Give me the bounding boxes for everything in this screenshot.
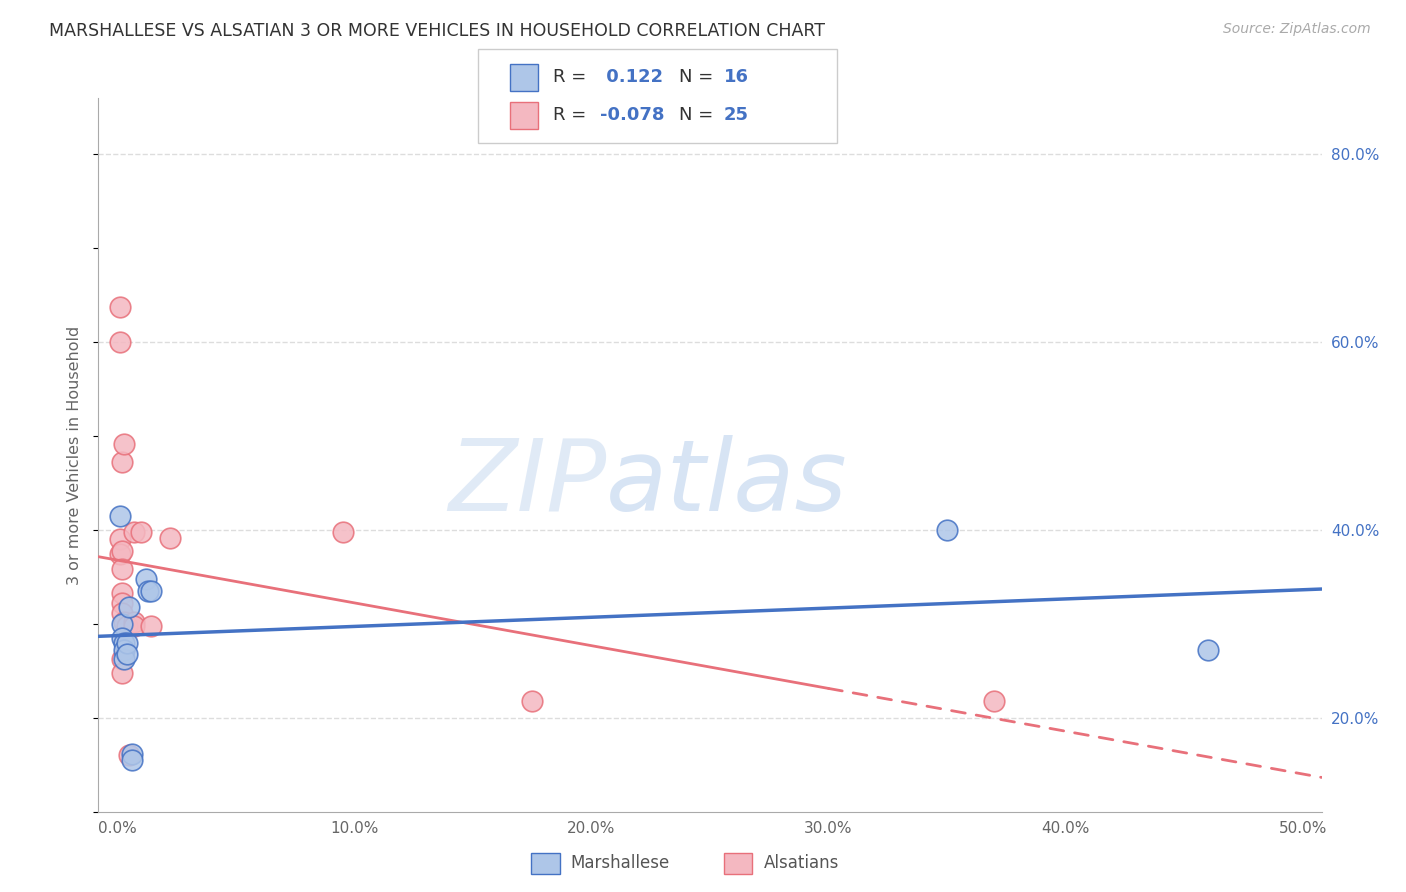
Point — [122, 615, 145, 629]
Point — [111, 543, 134, 558]
Point — [114, 636, 136, 650]
Point — [108, 300, 131, 314]
Text: Alsatians: Alsatians — [763, 855, 839, 872]
Point — [332, 524, 354, 539]
Point — [108, 547, 131, 561]
Point — [111, 665, 134, 680]
Point — [121, 753, 143, 767]
Point — [111, 631, 134, 645]
Text: Marshallese: Marshallese — [571, 855, 671, 872]
Point — [115, 619, 138, 633]
Text: ZIP: ZIP — [447, 435, 606, 532]
Text: MARSHALLESE VS ALSATIAN 3 OR MORE VEHICLES IN HOUSEHOLD CORRELATION CHART: MARSHALLESE VS ALSATIAN 3 OR MORE VEHICL… — [49, 22, 825, 40]
Point — [111, 586, 134, 600]
Point — [114, 651, 136, 665]
Point — [118, 600, 141, 615]
Point — [108, 508, 131, 523]
Point — [115, 647, 138, 661]
Point — [136, 584, 159, 599]
Y-axis label: 3 or more Vehicles in Household: 3 or more Vehicles in Household — [67, 326, 83, 584]
Point — [111, 562, 134, 576]
Point — [122, 619, 145, 633]
Point — [114, 615, 136, 629]
Text: Source: ZipAtlas.com: Source: ZipAtlas.com — [1223, 22, 1371, 37]
Point — [936, 523, 959, 537]
Text: 25: 25 — [724, 106, 749, 124]
Point — [118, 748, 141, 763]
Point — [111, 651, 134, 665]
Point — [108, 533, 131, 547]
Point — [1197, 643, 1219, 657]
Point — [114, 643, 136, 657]
Point — [122, 524, 145, 539]
Point — [111, 455, 134, 469]
Text: R =: R = — [553, 106, 592, 124]
Point — [139, 619, 162, 633]
Text: 16: 16 — [724, 69, 749, 87]
Point — [135, 572, 157, 586]
Point — [114, 436, 136, 450]
Point — [108, 335, 131, 350]
Point — [129, 524, 152, 539]
Point — [139, 584, 162, 599]
Point — [522, 694, 544, 708]
Text: -0.078: -0.078 — [600, 106, 665, 124]
Point — [983, 694, 1005, 708]
Point — [111, 596, 134, 610]
Point — [111, 606, 134, 620]
Text: atlas: atlas — [606, 435, 848, 532]
Text: 0.122: 0.122 — [600, 69, 664, 87]
Text: N =: N = — [679, 69, 718, 87]
Point — [159, 531, 181, 545]
Text: R =: R = — [553, 69, 592, 87]
Point — [121, 747, 143, 761]
Point — [115, 636, 138, 650]
Text: N =: N = — [679, 106, 718, 124]
Point — [111, 616, 134, 631]
